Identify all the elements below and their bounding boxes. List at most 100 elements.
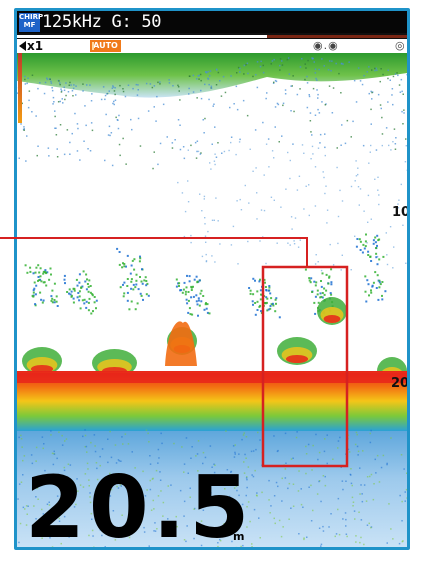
echo-speck — [317, 108, 319, 111]
fish-echo — [367, 254, 370, 256]
seabed-speck — [330, 513, 332, 515]
zoom-left-arrow-icon[interactable] — [19, 41, 26, 51]
fish-echo — [321, 296, 324, 299]
echo-speck — [350, 185, 353, 188]
echo-speck — [350, 136, 352, 138]
seabed-speck — [251, 474, 253, 476]
echo-speck — [79, 159, 81, 161]
fish-echo — [69, 293, 72, 296]
echo-speck — [59, 100, 61, 103]
fish-echo — [56, 305, 59, 307]
fish-echo — [375, 247, 378, 249]
echo-speck — [331, 60, 333, 62]
echo-speck — [214, 163, 216, 166]
fish-echo — [200, 289, 203, 292]
echo-speck — [341, 254, 343, 256]
echo-speck — [403, 112, 405, 114]
seabed-speck — [386, 542, 388, 544]
seabed-speck — [167, 533, 170, 535]
fish-echo — [131, 259, 134, 262]
echo-speck — [330, 70, 332, 72]
seabed-speck — [255, 448, 257, 451]
seabed-speck — [37, 498, 39, 500]
settings-icon[interactable]: ◎ — [395, 39, 405, 52]
seabed-speck — [185, 437, 188, 439]
fish-echo — [200, 300, 203, 303]
fish-echo — [377, 298, 380, 301]
fish-echo — [81, 299, 84, 302]
echo-speck — [390, 149, 392, 151]
seabed-speck — [230, 471, 232, 473]
echo-speck — [340, 63, 343, 65]
frequency-gain-readout[interactable]: 125kHz G: 50 — [42, 12, 162, 32]
fish-echo — [145, 293, 148, 296]
history-scrollbar-thumb[interactable] — [17, 35, 267, 38]
seabed-speck — [167, 518, 169, 520]
seabed-speck — [369, 432, 371, 435]
fish-echo — [31, 294, 34, 297]
auto-gain-badge[interactable]: AUTO — [90, 40, 121, 52]
echo-speck — [203, 198, 205, 200]
echo-speck — [316, 79, 318, 81]
fish-echo — [330, 281, 333, 284]
seabed-speck — [42, 447, 44, 450]
seabed-speck — [153, 508, 155, 510]
fish-echo — [191, 313, 194, 316]
seabed-speck — [179, 489, 182, 492]
echo-speck — [273, 157, 275, 159]
echo-speck — [324, 154, 326, 157]
fish-echo — [35, 284, 38, 287]
echo-speck — [324, 192, 326, 195]
fish-echo — [316, 289, 319, 292]
echo-speck — [280, 206, 282, 208]
echo-speck — [23, 126, 25, 128]
fish-echo — [205, 302, 207, 305]
fish-echo — [40, 298, 43, 301]
echo-speck — [235, 85, 238, 88]
chirp-mode-badge[interactable]: CHIRP MF — [19, 13, 43, 32]
display-dots-icon[interactable]: ◉.◉ — [313, 39, 339, 52]
echo-speck — [82, 90, 84, 92]
fish-echo — [29, 266, 32, 269]
seabed-speck — [35, 496, 37, 498]
echo-speck — [346, 119, 349, 122]
seabed-speck — [253, 508, 256, 511]
seabed-speck — [135, 516, 137, 519]
zoom-level[interactable]: x1 — [27, 39, 44, 53]
echo-speck — [289, 177, 291, 180]
fish-echo — [86, 278, 88, 281]
echo-speck — [255, 167, 257, 169]
echogram-canvas[interactable] — [17, 11, 407, 547]
history-scrollbar-track[interactable] — [267, 35, 407, 38]
seabed-speck — [360, 536, 362, 539]
echo-speck — [217, 220, 219, 222]
echo-speck — [205, 71, 208, 74]
seabed-speck — [268, 479, 270, 482]
fish-echo — [314, 312, 317, 315]
fish-echo — [93, 296, 96, 298]
echo-speck — [370, 123, 372, 125]
echo-speck — [260, 209, 263, 211]
echo-speck — [378, 194, 380, 196]
seabed-speck — [191, 446, 193, 448]
echo-speck — [207, 70, 209, 73]
echo-speck — [242, 99, 245, 102]
fish-echo — [78, 295, 81, 298]
echo-speck — [100, 98, 103, 101]
seabed-speck — [370, 473, 373, 476]
fish-echo — [182, 288, 185, 291]
echo-speck — [63, 153, 66, 156]
seabed-speck — [356, 433, 358, 436]
fish-echo — [372, 281, 375, 284]
echo-speck — [270, 63, 272, 65]
fish-echo — [88, 297, 91, 300]
echo-speck — [135, 83, 138, 86]
seabed-speck — [201, 490, 204, 492]
seabed-speck — [36, 487, 39, 489]
seabed-speck — [211, 466, 213, 468]
status-bar: CHIRP MF 125kHz G: 50 — [17, 11, 407, 33]
fish-echo — [121, 266, 124, 269]
fish-echo — [126, 291, 129, 294]
echo-speck — [209, 162, 211, 164]
echo-speck — [187, 149, 189, 151]
